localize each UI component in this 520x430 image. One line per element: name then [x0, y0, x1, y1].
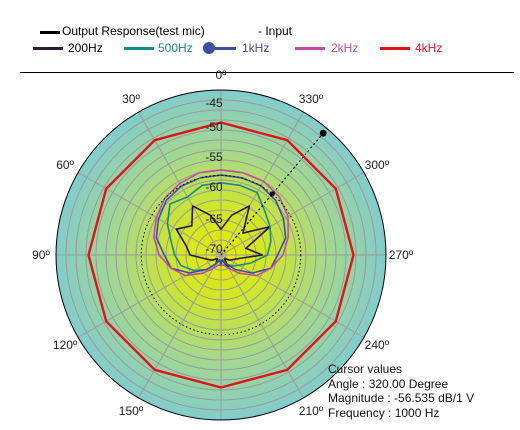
- grid-spoke: [77, 172, 222, 256]
- series-line-2khz: [153, 169, 289, 277]
- legend-input-label: - Input: [258, 24, 293, 38]
- radial-tick-label: -50: [205, 120, 223, 134]
- legend-output-label: Output Response(test mic): [62, 24, 205, 38]
- radial-tick-label: -70: [205, 242, 223, 256]
- grid-spoke: [138, 254, 222, 399]
- grid-spoke: [77, 254, 222, 338]
- series-line-4khz: [87, 121, 355, 389]
- cursor-title: Cursor values: [328, 362, 403, 376]
- angle-label: 60º: [56, 158, 74, 172]
- grid-spoke: [220, 111, 304, 256]
- grid-spoke: [220, 172, 365, 256]
- grid-spoke: [220, 254, 304, 399]
- axis-labels: 0º 30º 60º 90º 120º 150º 180º 210º 240º 270º 300º 3…: [32, 68, 414, 430]
- angle-label: 0º: [215, 68, 227, 82]
- legend-500hz-swatch: [124, 47, 154, 50]
- radial-tick-label: -65: [205, 212, 223, 226]
- legend-2khz-swatch: [295, 47, 325, 50]
- legend-1khz-marker: [203, 42, 215, 54]
- angle-label: 240º: [365, 338, 390, 352]
- cursor-point[interactable]: [269, 191, 275, 197]
- legend-200hz-label: 200Hz: [68, 41, 103, 55]
- radial-tick-label: -45: [205, 96, 223, 110]
- cursor-values-panel: Cursor values Angle : 320.00 Degree Magn…: [328, 362, 474, 420]
- plot-rim: [55, 89, 387, 421]
- legend-4khz-swatch: [380, 47, 410, 50]
- angle-label: 150º: [119, 404, 144, 418]
- radial-tick-label: -60: [205, 180, 223, 194]
- angle-label: 270º: [389, 248, 414, 262]
- grid-spoke: [220, 254, 365, 338]
- cursor-ray[interactable]: [220, 132, 324, 256]
- legend-200hz-swatch: [33, 47, 63, 50]
- angle-label: 120º: [53, 338, 78, 352]
- cursor-magnitude-circle: [140, 174, 302, 336]
- cursor-magnitude-readout: Magnitude : -56.535 dB/1 V: [328, 391, 475, 405]
- angle-label: 90º: [32, 248, 50, 262]
- angle-label: 330º: [299, 92, 324, 106]
- legend-500hz-label: 500Hz: [158, 41, 193, 55]
- angle-label: 180º: [209, 428, 234, 430]
- cursor-frequency-readout: Frequency : 1000 Hz: [328, 405, 440, 420]
- legend-4khz-label: 4kHz: [415, 41, 443, 55]
- cursor-angle-readout: Angle : 320.00 Degree: [328, 376, 449, 391]
- angle-label: 210º: [299, 404, 324, 418]
- angle-label: 300º: [365, 158, 390, 172]
- legend-divider: [20, 72, 514, 73]
- legend-2khz-label: 2kHz: [331, 41, 359, 55]
- series-layer: [87, 121, 355, 389]
- cursor-layer[interactable]: [140, 129, 327, 336]
- cursor-handle[interactable]: [319, 129, 327, 137]
- radial-tick-label: -55: [205, 150, 223, 164]
- legend-1khz-swatch: [206, 47, 236, 50]
- legend: Output Response(test mic) - Input 200Hz …: [0, 0, 520, 72]
- angle-label: 30º: [122, 92, 140, 106]
- legend-output-swatch: [40, 31, 60, 34]
- legend-1khz-label: 1kHz: [242, 41, 270, 55]
